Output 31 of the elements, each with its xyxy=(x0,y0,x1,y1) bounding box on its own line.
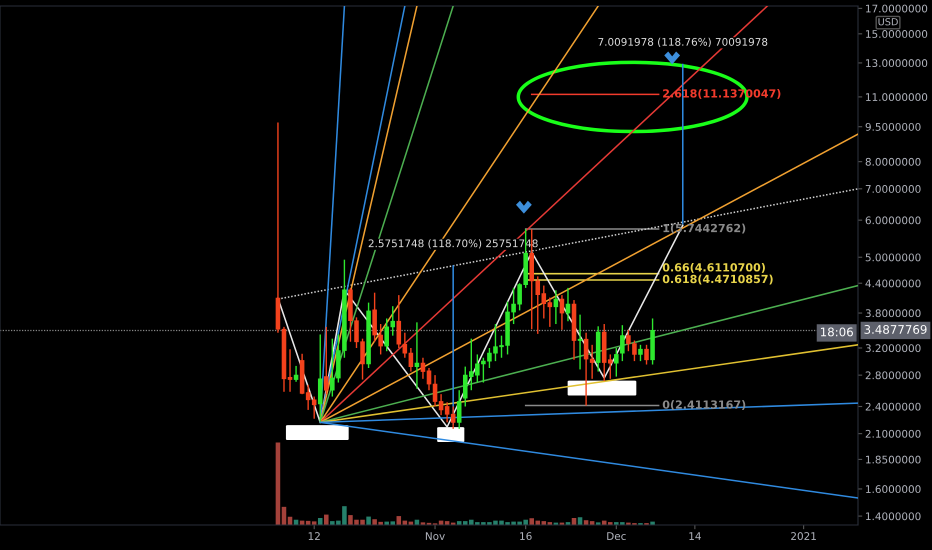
y-tick-label: 3.2000000 xyxy=(866,344,921,352)
y-tick-label: 9.5000000 xyxy=(866,122,921,131)
x-tick-label: 16 xyxy=(520,532,532,540)
y-tick-label: 4.4000000 xyxy=(865,279,921,288)
x-tick-label: 12 xyxy=(308,532,320,540)
y-tick-label: 2.4000000 xyxy=(866,402,921,411)
y-tick-label: 1.4000000 xyxy=(866,512,921,520)
y-axis-title: USD xyxy=(878,18,898,26)
y-tick-label: 6.0000000 xyxy=(866,216,921,224)
y-tick-label: 8.0000000 xyxy=(866,158,921,166)
y-tick-label: 13.0000000 xyxy=(866,59,928,68)
annotation: 7.0091978 (118.76%) 70091978 xyxy=(598,38,768,48)
x-tick-label: 14 xyxy=(689,532,701,540)
y-tick-label: 1.8500000 xyxy=(866,456,921,464)
annotation: 18:06 xyxy=(820,327,853,336)
y-tick-label: 1.6000000 xyxy=(866,485,921,494)
x-tick-label: 2021 xyxy=(791,532,816,540)
y-tick-label: 5.0000000 xyxy=(866,253,921,262)
y-tick-label: 17.0000000 xyxy=(866,4,928,12)
series-label: 0(2.4113167) xyxy=(662,400,746,410)
series-label: 0.66(4.6110700) xyxy=(662,262,765,273)
y-tick-label: 7.0000000 xyxy=(866,185,921,193)
series-label: 0.618(4.4710857) xyxy=(662,274,773,284)
y-tick-label: 2.8000000 xyxy=(866,371,921,380)
y-tick-label: 15.0000000 xyxy=(866,30,928,38)
ref-line-label: 3.4877769 xyxy=(864,324,927,334)
y-tick-label: 3.8000000 xyxy=(866,309,921,318)
y-tick-label: 2.1000000 xyxy=(866,430,921,438)
x-tick-label: Dec xyxy=(607,532,626,540)
y-tick-label: 11.0000000 xyxy=(866,93,928,102)
x-tick-label: Nov xyxy=(426,532,445,540)
